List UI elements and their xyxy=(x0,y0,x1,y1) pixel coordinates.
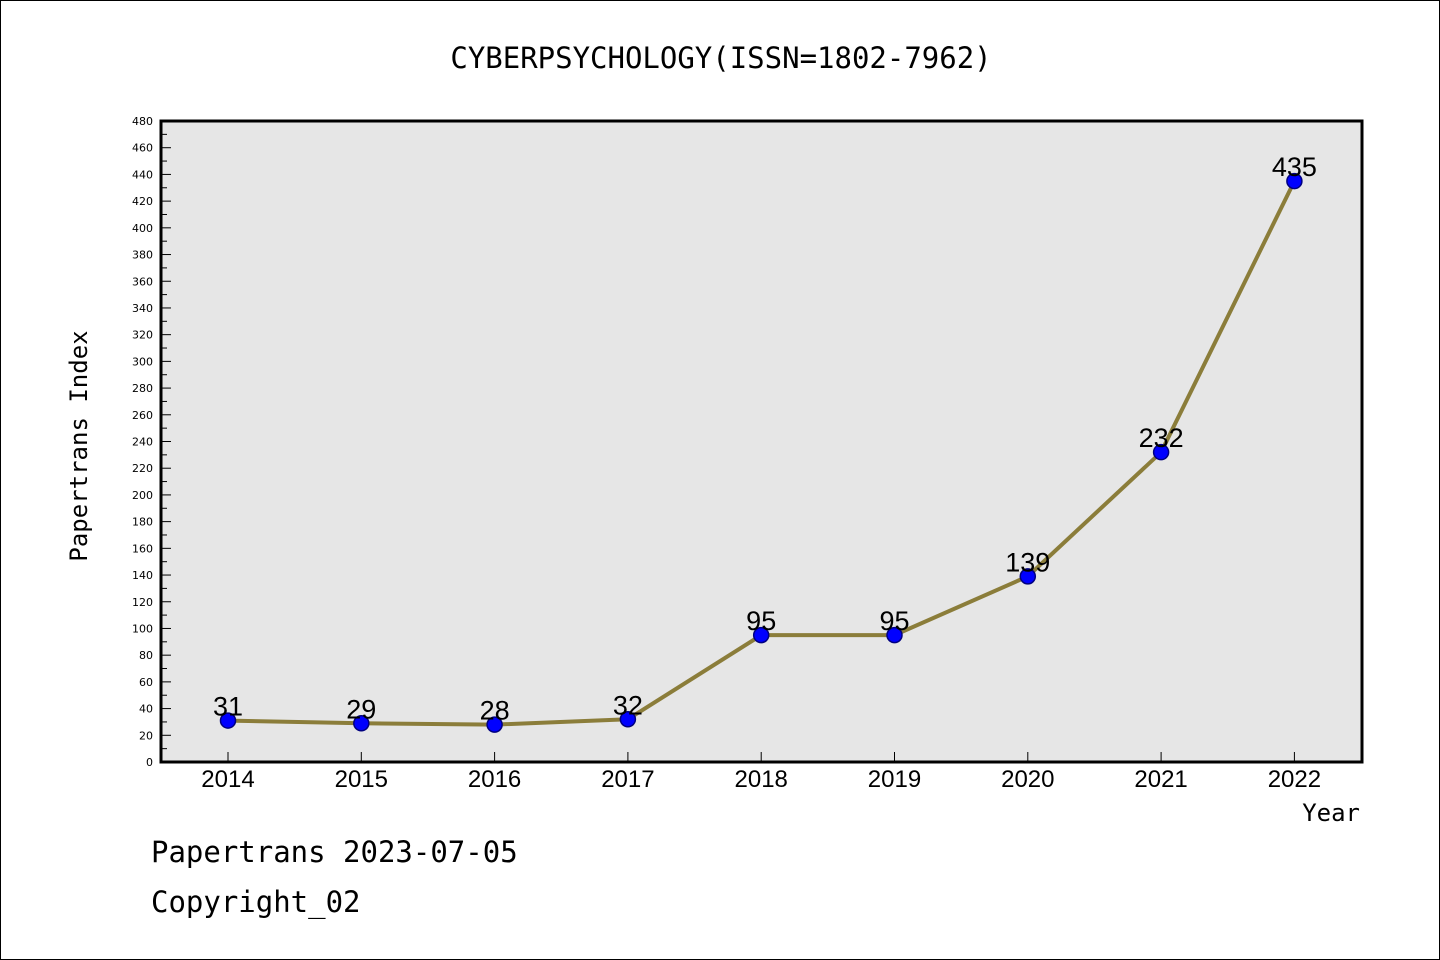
x-tick-label: 2019 xyxy=(868,766,921,793)
y-tick-label: 260 xyxy=(132,409,153,422)
y-tick-label: 100 xyxy=(132,622,153,635)
y-axis-label: Papertrans Index xyxy=(65,330,93,561)
x-tick-label: 2022 xyxy=(1268,766,1321,793)
y-tick-label: 480 xyxy=(132,115,153,128)
footer-date-line: Papertrans 2023-07-05 xyxy=(151,835,518,869)
y-tick-label: 220 xyxy=(132,462,153,475)
y-tick-label: 240 xyxy=(132,436,153,449)
x-tick-label: 2018 xyxy=(735,766,788,793)
data-label: 95 xyxy=(746,606,776,636)
data-point xyxy=(752,626,770,644)
plot-border xyxy=(159,119,1364,764)
y-tick-label: 420 xyxy=(132,195,153,208)
data-label: 232 xyxy=(1139,423,1184,453)
y-tick-label: 0 xyxy=(146,756,153,769)
y-tick-label: 380 xyxy=(132,249,153,262)
x-tick-label: 2016 xyxy=(468,766,521,793)
x-tick-label: 2017 xyxy=(601,766,654,793)
y-tick-label: 440 xyxy=(132,168,153,181)
footer-copyright: Copyright_02 xyxy=(151,885,361,919)
y-tick-label: 40 xyxy=(139,703,153,716)
y-tick-label: 200 xyxy=(132,489,153,502)
y-tick-label: 160 xyxy=(132,542,153,555)
x-tick-label: 2020 xyxy=(1001,766,1054,793)
y-tick-label: 400 xyxy=(132,222,153,235)
data-point xyxy=(1152,443,1170,461)
data-label: 29 xyxy=(346,694,376,724)
x-tick-label: 2021 xyxy=(1134,766,1187,793)
data-point xyxy=(486,716,503,733)
plot-area: 0 20 40 60 80 100 120 140 160 180 200 220 240 260 280 3… xyxy=(132,115,1364,793)
x-axis-label: Year xyxy=(1302,799,1360,827)
data-point xyxy=(886,626,903,644)
data-label: 32 xyxy=(613,690,643,720)
y-tick-label: 120 xyxy=(132,596,153,609)
x-tick-label: 2014 xyxy=(201,766,254,793)
x-tick-label: 2015 xyxy=(335,766,388,793)
data-label: 28 xyxy=(480,696,510,726)
y-tick-label: 360 xyxy=(132,275,153,288)
y-tick-label: 320 xyxy=(132,329,153,342)
y-tick-label: 280 xyxy=(132,382,153,395)
y-tick-label: 80 xyxy=(139,649,153,662)
data-point xyxy=(353,715,370,732)
data-point xyxy=(219,712,237,729)
y-tick-label: 60 xyxy=(139,676,153,689)
y-tick-label: 20 xyxy=(139,729,153,742)
data-label: 139 xyxy=(1005,547,1050,577)
y-tick-label: 340 xyxy=(132,302,153,315)
data-label: 435 xyxy=(1272,152,1317,182)
y-tick-label: 460 xyxy=(132,142,153,155)
chart-title: CYBERPSYCHOLOGY(ISSN=1802-7962) xyxy=(450,41,991,75)
data-point xyxy=(1286,172,1303,190)
y-tick-label: 140 xyxy=(132,569,153,582)
y-tick-label: 300 xyxy=(132,355,153,368)
data-point xyxy=(1019,568,1037,585)
data-label: 95 xyxy=(879,606,909,636)
data-label: 31 xyxy=(213,692,243,722)
y-tick-label: 180 xyxy=(132,516,153,529)
data-point xyxy=(619,711,637,728)
plot-background xyxy=(161,121,1362,762)
